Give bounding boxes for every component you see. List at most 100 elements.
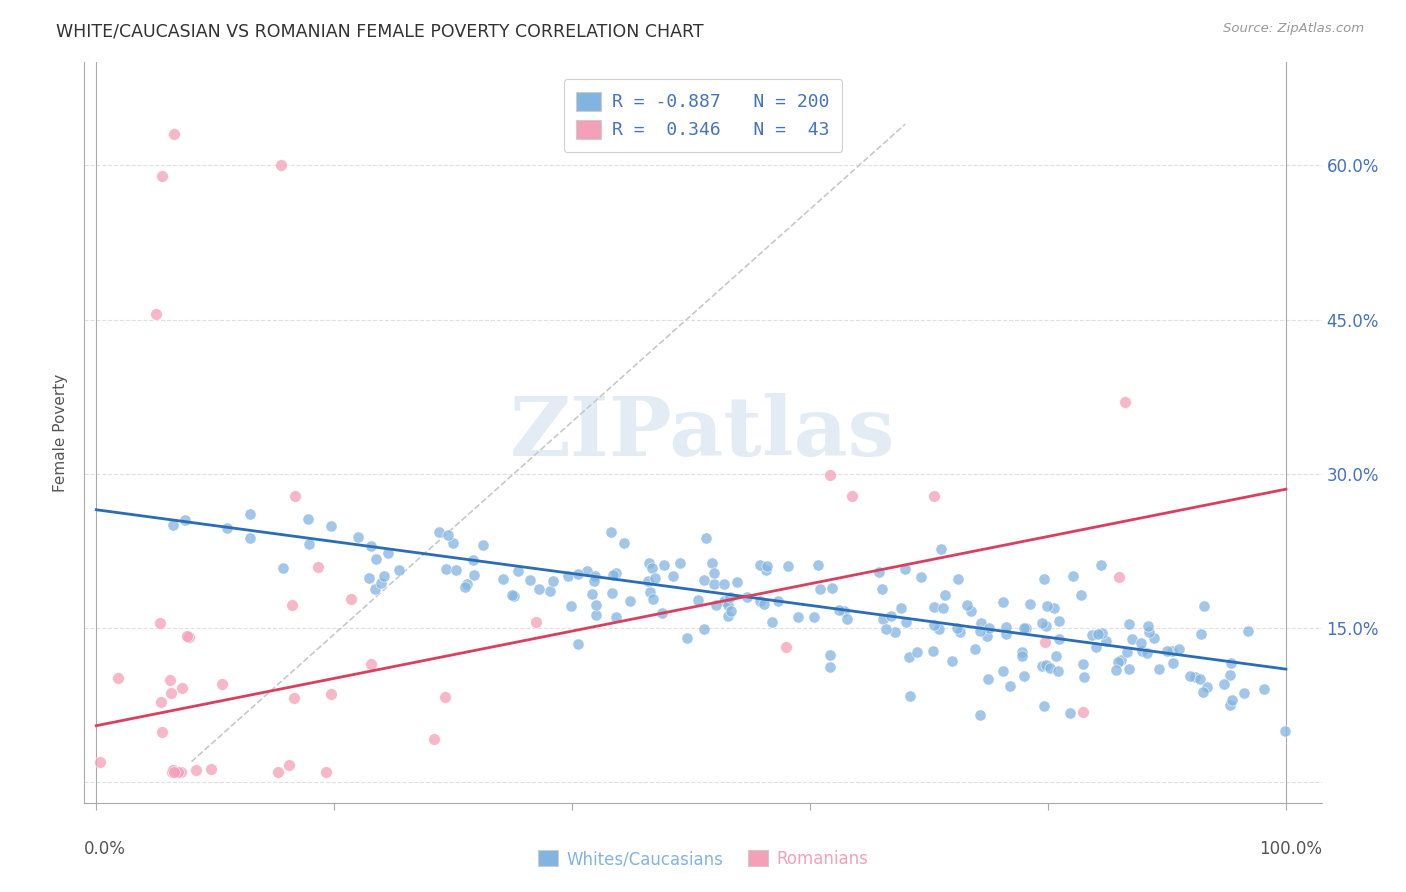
Point bbox=[160, 685, 183, 699]
Point bbox=[1136, 646, 1159, 660]
Point bbox=[1121, 632, 1143, 646]
Point bbox=[429, 524, 451, 539]
Point bbox=[837, 612, 859, 626]
Text: WHITE/CAUCASIAN VS ROMANIAN FEMALE POVERTY CORRELATION CHART: WHITE/CAUCASIAN VS ROMANIAN FEMALE POVER… bbox=[56, 22, 704, 40]
Point bbox=[946, 621, 969, 635]
Point bbox=[808, 582, 831, 596]
Point bbox=[688, 592, 710, 607]
Point bbox=[297, 512, 319, 526]
Point bbox=[969, 624, 991, 639]
Point bbox=[239, 507, 262, 521]
Point bbox=[437, 528, 460, 542]
Point bbox=[894, 615, 917, 629]
Point bbox=[1071, 706, 1094, 720]
Point bbox=[941, 654, 963, 668]
Point bbox=[922, 617, 945, 632]
Point bbox=[695, 532, 717, 546]
Point bbox=[166, 764, 188, 779]
Point bbox=[828, 603, 851, 617]
Point bbox=[718, 591, 741, 605]
Point bbox=[894, 562, 917, 576]
Point bbox=[910, 569, 932, 583]
Point bbox=[281, 598, 304, 612]
Point bbox=[538, 584, 561, 599]
Point bbox=[619, 593, 641, 607]
Point bbox=[163, 764, 186, 779]
Point bbox=[89, 755, 111, 769]
Point bbox=[360, 539, 382, 553]
Point bbox=[752, 597, 775, 611]
Point bbox=[543, 574, 565, 588]
Point bbox=[641, 561, 664, 575]
Point bbox=[1129, 636, 1152, 650]
Point bbox=[737, 591, 759, 605]
Point bbox=[717, 609, 740, 624]
Point bbox=[778, 558, 800, 573]
Point bbox=[315, 764, 337, 779]
Point bbox=[582, 574, 605, 588]
Point bbox=[492, 572, 515, 586]
Point bbox=[924, 600, 946, 615]
Point bbox=[977, 672, 1000, 686]
Point bbox=[340, 592, 363, 607]
Point bbox=[713, 594, 735, 608]
Point bbox=[818, 648, 841, 662]
Point bbox=[150, 169, 173, 183]
Point bbox=[373, 569, 395, 583]
Point bbox=[585, 607, 607, 622]
Point bbox=[1035, 658, 1057, 673]
Point bbox=[581, 587, 603, 601]
Point bbox=[1090, 558, 1112, 573]
Point bbox=[651, 606, 673, 620]
Point bbox=[1184, 670, 1206, 684]
Point bbox=[159, 673, 181, 687]
Point bbox=[818, 467, 841, 482]
Point bbox=[1143, 631, 1166, 645]
Point bbox=[644, 571, 666, 585]
Point bbox=[1091, 626, 1114, 640]
Point bbox=[994, 620, 1017, 634]
Point bbox=[638, 585, 661, 599]
Point bbox=[1087, 627, 1109, 641]
Y-axis label: Female Poverty: Female Poverty bbox=[53, 374, 69, 491]
Point bbox=[637, 574, 659, 588]
Legend: R = -0.887   N = 200, R =  0.346   N =  43: R = -0.887 N = 200, R = 0.346 N = 43 bbox=[564, 78, 842, 152]
Point bbox=[441, 536, 464, 550]
Point bbox=[1192, 685, 1215, 699]
Point bbox=[693, 622, 716, 636]
Point bbox=[1253, 682, 1275, 697]
Point bbox=[928, 622, 950, 636]
Point bbox=[1137, 625, 1160, 640]
Point bbox=[422, 732, 444, 747]
Point bbox=[1031, 658, 1053, 673]
Point bbox=[388, 563, 411, 577]
Point bbox=[807, 558, 830, 573]
Point bbox=[1081, 628, 1104, 642]
Point bbox=[1015, 621, 1038, 635]
Point bbox=[307, 559, 329, 574]
Point bbox=[1219, 668, 1241, 682]
Point bbox=[298, 537, 321, 551]
Point bbox=[1073, 670, 1095, 684]
Point bbox=[366, 552, 388, 566]
Point bbox=[766, 594, 789, 608]
Point bbox=[1019, 597, 1042, 611]
Point bbox=[284, 489, 307, 503]
Point bbox=[567, 566, 589, 581]
Point bbox=[675, 632, 697, 646]
Point bbox=[605, 566, 627, 580]
Point bbox=[1237, 624, 1260, 638]
Point bbox=[283, 691, 305, 706]
Point bbox=[444, 563, 467, 577]
Point bbox=[949, 625, 972, 640]
Point bbox=[820, 659, 842, 673]
Point bbox=[347, 530, 370, 544]
Point bbox=[1071, 657, 1094, 671]
Point bbox=[1233, 686, 1256, 700]
Point bbox=[1047, 614, 1070, 628]
Point bbox=[172, 681, 194, 695]
Point bbox=[717, 598, 740, 612]
Point bbox=[186, 764, 208, 778]
Point bbox=[905, 645, 928, 659]
Point bbox=[434, 561, 457, 575]
